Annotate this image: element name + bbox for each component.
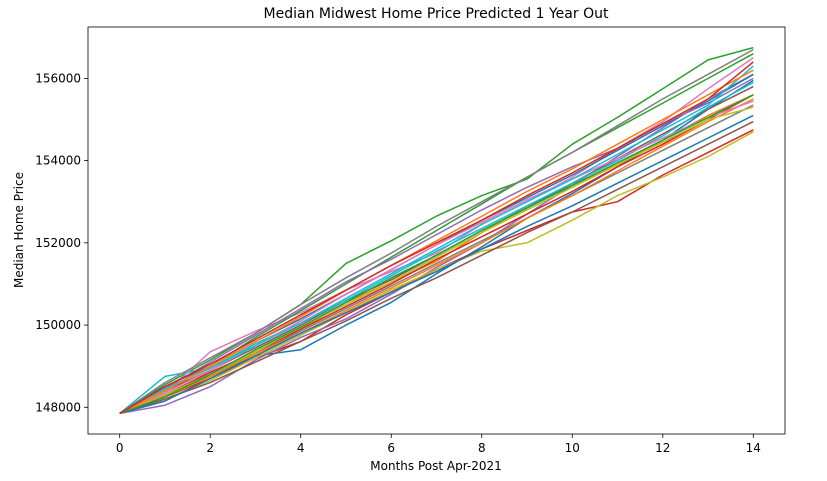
x-axis: 0 2 4 6 8 10 12 14 — [116, 434, 761, 455]
y-axis-label: Median Home Price — [12, 172, 26, 288]
series-line-18 — [119, 48, 754, 415]
series-line-17 — [119, 100, 754, 415]
x-axis-label: Months Post Apr-2021 — [370, 459, 501, 473]
x-tick-label: 8 — [478, 441, 486, 455]
series-line-20 — [119, 65, 754, 415]
x-tick-label: 2 — [206, 441, 214, 455]
y-tick-label: 154000 — [35, 154, 81, 168]
x-tick-label: 6 — [387, 441, 395, 455]
x-tick-label: 0 — [116, 441, 124, 455]
series-line-16 — [119, 120, 754, 415]
y-axis: 148000 150000 152000 154000 156000 — [35, 71, 88, 414]
series-line-7 — [119, 57, 754, 415]
y-tick-label: 148000 — [35, 400, 81, 414]
x-tick-label: 12 — [655, 441, 670, 455]
x-tick-label: 10 — [565, 441, 580, 455]
series-line-22 — [119, 69, 754, 415]
series-line-24 — [119, 61, 754, 415]
series-line-9 — [119, 131, 754, 415]
chart-title: Median Midwest Home Price Predicted 1 Ye… — [264, 6, 609, 22]
series-line-21 — [119, 114, 754, 415]
x-tick-label: 14 — [746, 441, 761, 455]
x-tick-label: 4 — [297, 441, 305, 455]
y-tick-label: 156000 — [35, 71, 81, 85]
series-line-12 — [119, 98, 754, 415]
plot-frame — [87, 26, 786, 435]
series-layer — [119, 46, 754, 415]
y-tick-label: 152000 — [35, 236, 81, 250]
series-line-3 — [119, 46, 754, 415]
y-tick-label: 150000 — [35, 318, 81, 332]
series-line-23 — [119, 94, 754, 415]
